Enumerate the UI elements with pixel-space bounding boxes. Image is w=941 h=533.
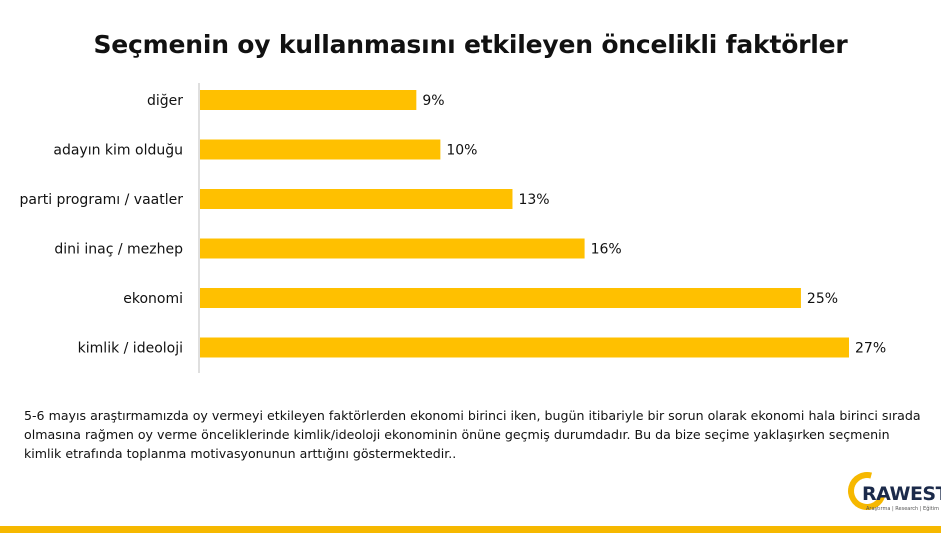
bar-0 <box>200 90 417 110</box>
value-label-3: 16% <box>591 242 622 258</box>
value-label-5: 27% <box>855 341 886 357</box>
footer-accent-bar <box>0 526 941 533</box>
bar-chart: diğer 9% adayın kim olduğu 10% parti program… <box>19 83 886 373</box>
value-label-1: 10% <box>446 143 477 159</box>
chart-title: Seçmenin oy kullanmasını etkileyen öncel… <box>93 30 848 59</box>
category-label-2: parti programı / vaatler <box>19 192 183 208</box>
bar-1 <box>200 139 441 160</box>
bar-3 <box>200 238 585 259</box>
category-label-0: diğer <box>147 93 183 109</box>
bar-5 <box>200 337 849 358</box>
category-label-1: adayın kim olduğu <box>53 143 183 159</box>
logo-wordmark: RAWEST <box>862 483 941 505</box>
category-label-3: dini inaç / mezhep <box>54 242 183 258</box>
category-label-5: kimlik / ideoloji <box>78 341 183 357</box>
value-label-4: 25% <box>807 291 838 307</box>
logo-tagline: Araştırma | Research | Eğitim <box>866 506 940 512</box>
bar-4 <box>200 288 801 308</box>
value-label-0: 9% <box>422 93 444 109</box>
bar-2 <box>200 189 513 209</box>
rawest-logo: RAWEST Araştırma | Research | Eğitim <box>840 465 941 520</box>
commentary-text: 5-6 mayıs araştırmamızda oy vermeyi etki… <box>24 408 921 461</box>
value-label-2: 13% <box>518 192 549 208</box>
category-label-4: ekonomi <box>123 291 183 307</box>
